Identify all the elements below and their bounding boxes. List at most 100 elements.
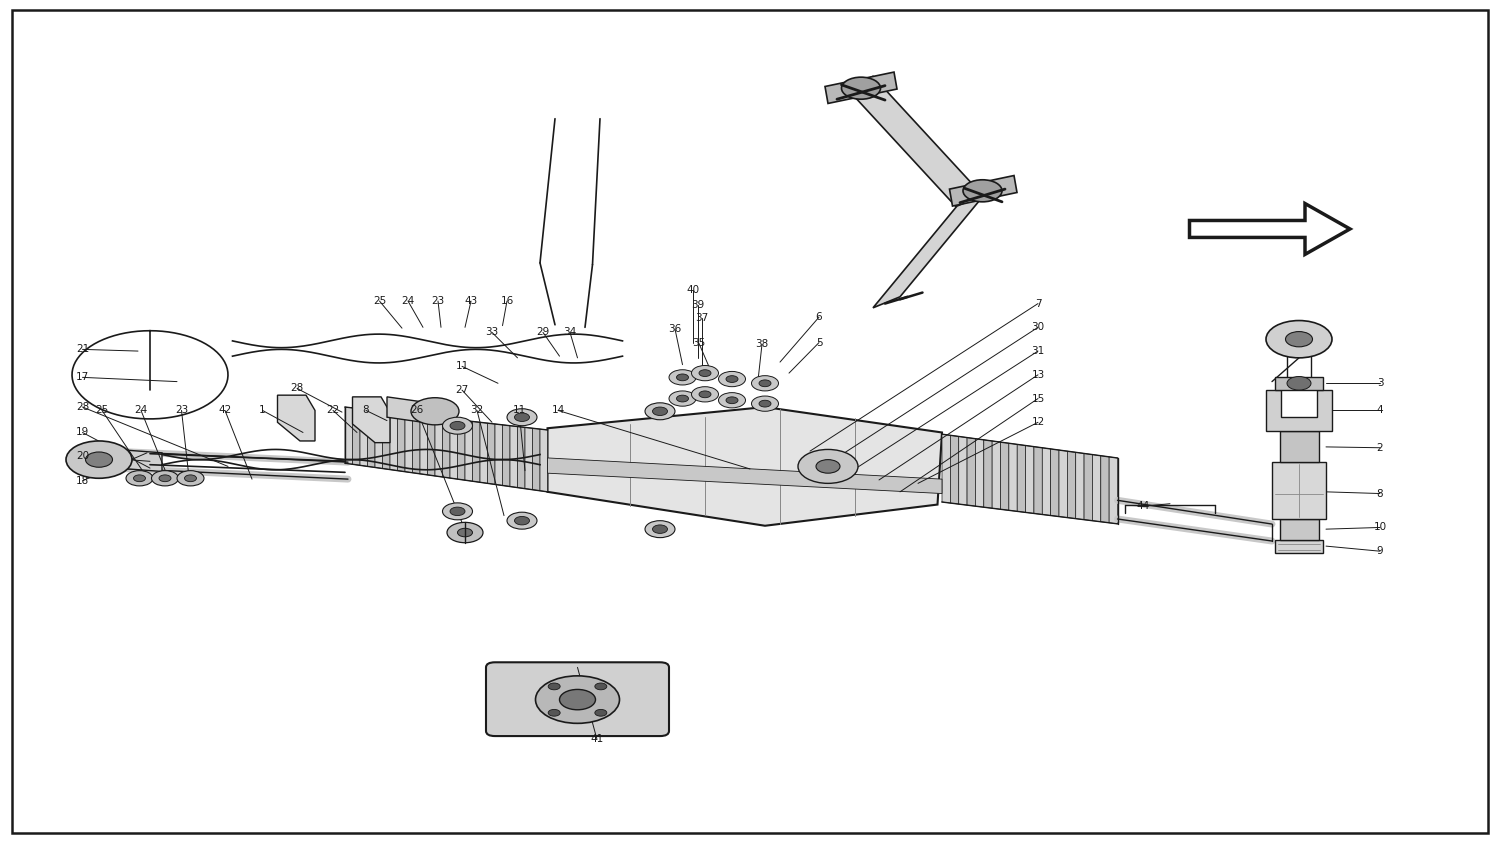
Text: 17: 17	[76, 372, 88, 382]
Circle shape	[442, 503, 472, 520]
Circle shape	[652, 407, 668, 416]
Circle shape	[726, 376, 738, 382]
Polygon shape	[387, 397, 423, 422]
FancyBboxPatch shape	[486, 662, 669, 736]
Polygon shape	[368, 410, 375, 467]
Text: 22: 22	[327, 405, 339, 416]
Circle shape	[450, 507, 465, 516]
Circle shape	[177, 471, 204, 486]
Circle shape	[1286, 332, 1312, 347]
Polygon shape	[117, 449, 162, 471]
Text: 25: 25	[96, 405, 108, 416]
Text: 41: 41	[591, 734, 603, 745]
Text: 23: 23	[432, 296, 444, 306]
Polygon shape	[1108, 457, 1118, 524]
Text: 28: 28	[76, 402, 88, 412]
Polygon shape	[413, 415, 420, 474]
Polygon shape	[1084, 454, 1092, 521]
Circle shape	[126, 471, 153, 486]
Circle shape	[699, 370, 711, 377]
Polygon shape	[488, 423, 495, 484]
Polygon shape	[1034, 447, 1042, 515]
Text: 3: 3	[1377, 378, 1383, 388]
Circle shape	[66, 441, 132, 478]
Circle shape	[134, 475, 146, 482]
Circle shape	[718, 393, 746, 408]
Polygon shape	[352, 397, 390, 443]
Polygon shape	[1017, 444, 1026, 512]
Text: 38: 38	[756, 339, 768, 349]
Polygon shape	[390, 412, 398, 471]
Text: 21: 21	[76, 344, 88, 354]
Circle shape	[548, 683, 560, 689]
Polygon shape	[1068, 451, 1076, 519]
Text: 44: 44	[1137, 501, 1149, 511]
Circle shape	[669, 370, 696, 385]
Polygon shape	[1266, 390, 1332, 431]
Circle shape	[718, 371, 746, 387]
Polygon shape	[1000, 442, 1010, 510]
Polygon shape	[450, 419, 458, 479]
Text: 19: 19	[76, 427, 88, 438]
Text: 27: 27	[456, 385, 468, 395]
Circle shape	[645, 403, 675, 420]
Text: 26: 26	[411, 405, 423, 416]
Polygon shape	[435, 417, 442, 477]
Polygon shape	[99, 449, 117, 470]
Text: 35: 35	[693, 338, 705, 349]
Polygon shape	[442, 418, 450, 478]
Circle shape	[450, 421, 465, 430]
Circle shape	[507, 512, 537, 529]
Circle shape	[842, 77, 880, 99]
Polygon shape	[352, 408, 360, 466]
Circle shape	[447, 522, 483, 543]
Polygon shape	[847, 76, 982, 208]
Text: 42: 42	[219, 405, 231, 416]
Text: 9: 9	[1377, 546, 1383, 556]
Text: 24: 24	[402, 296, 414, 306]
Text: 24: 24	[135, 405, 147, 416]
Text: 1: 1	[260, 405, 266, 416]
Text: 12: 12	[1032, 417, 1044, 427]
Polygon shape	[951, 435, 958, 504]
Text: 34: 34	[564, 327, 576, 338]
Text: 28: 28	[291, 383, 303, 393]
Text: 23: 23	[176, 405, 188, 416]
Polygon shape	[968, 438, 975, 506]
Polygon shape	[532, 428, 540, 491]
Text: 8: 8	[363, 405, 369, 416]
Polygon shape	[992, 441, 1000, 510]
Circle shape	[759, 380, 771, 387]
Circle shape	[692, 365, 718, 381]
Polygon shape	[278, 395, 315, 441]
Polygon shape	[1010, 444, 1017, 511]
Circle shape	[676, 374, 688, 381]
Polygon shape	[984, 440, 992, 508]
Polygon shape	[495, 424, 502, 485]
Circle shape	[507, 409, 537, 426]
Circle shape	[152, 471, 178, 486]
Polygon shape	[1076, 452, 1084, 520]
Polygon shape	[950, 176, 1017, 206]
Polygon shape	[480, 422, 488, 483]
Circle shape	[411, 398, 459, 425]
Text: 11: 11	[513, 405, 525, 416]
Polygon shape	[1190, 204, 1350, 254]
Text: 2: 2	[1377, 443, 1383, 453]
Polygon shape	[1272, 462, 1326, 519]
Polygon shape	[548, 407, 942, 526]
Text: 20: 20	[76, 451, 88, 461]
Circle shape	[676, 395, 688, 402]
Polygon shape	[360, 409, 368, 466]
Circle shape	[752, 396, 778, 411]
Polygon shape	[1275, 377, 1323, 390]
Polygon shape	[1050, 449, 1059, 516]
Text: 16: 16	[501, 296, 513, 306]
Polygon shape	[942, 434, 951, 503]
Circle shape	[159, 475, 171, 482]
Circle shape	[1287, 377, 1311, 390]
Text: 15: 15	[1032, 393, 1044, 404]
Circle shape	[442, 417, 472, 434]
Circle shape	[548, 710, 560, 717]
Polygon shape	[540, 429, 548, 492]
